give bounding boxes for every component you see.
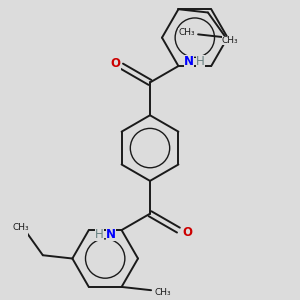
Text: H: H: [95, 228, 104, 241]
Text: H: H: [196, 55, 205, 68]
Text: CH₃: CH₃: [178, 28, 195, 37]
Text: N: N: [106, 228, 116, 241]
Text: O: O: [183, 226, 193, 239]
Text: N: N: [184, 55, 194, 68]
Text: CH₃: CH₃: [154, 288, 171, 297]
Text: CH₃: CH₃: [222, 36, 238, 45]
Text: CH₃: CH₃: [12, 223, 29, 232]
Text: O: O: [111, 57, 121, 70]
